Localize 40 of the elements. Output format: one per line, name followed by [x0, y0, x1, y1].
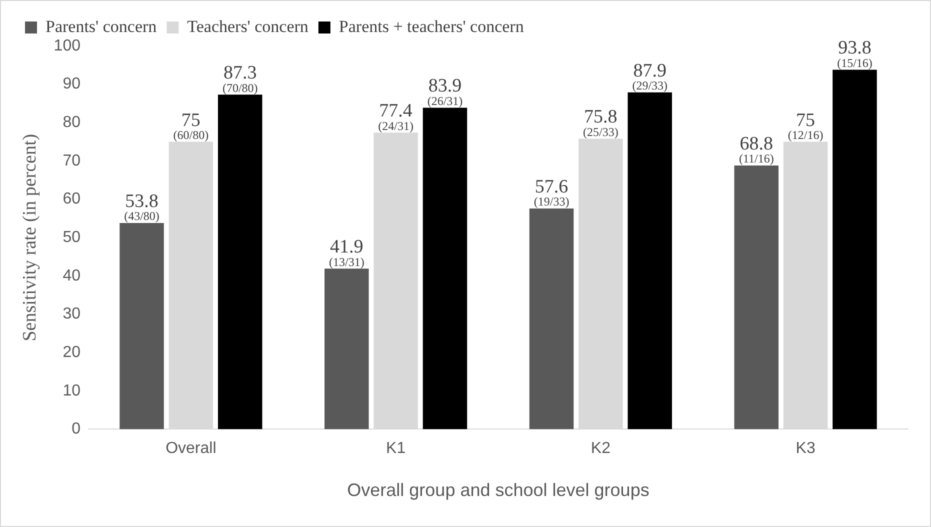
legend-label: Parents' concern	[46, 16, 158, 36]
y-tick-label: 10	[62, 382, 81, 400]
x-tick-label: K3	[796, 440, 816, 458]
legend-label: Teachers' concern	[187, 16, 309, 36]
data-label: 68.8 (11/16)	[738, 134, 774, 166]
bar	[324, 268, 369, 430]
x-axis-title: Overall group and school level groups	[347, 480, 650, 500]
data-label: 75.8 (25/33)	[583, 106, 618, 139]
bar	[628, 92, 672, 430]
y-tick-label: 100	[54, 37, 81, 54]
data-label: 93.8 (15/16)	[837, 38, 872, 70]
x-tick-label: K2	[590, 440, 611, 458]
y-tick-label: 20	[62, 344, 81, 361]
y-tick-label: 40	[62, 267, 81, 284]
data-label: 77.4 (24/31)	[378, 100, 414, 133]
y-axis-title: Sensitivity rate (in percent)	[19, 134, 40, 342]
bar	[120, 223, 164, 430]
data-label: 57.6 (19/33)	[534, 176, 570, 209]
data-label: 75 (12/16)	[788, 110, 824, 142]
bar	[218, 94, 262, 430]
y-tick-label: 80	[62, 114, 81, 132]
data-label: 75 (60/80)	[173, 110, 209, 142]
y-tick-label: 50	[62, 229, 81, 246]
bar	[734, 166, 779, 430]
data-label: 87.9 (29/33)	[632, 60, 668, 93]
bar	[832, 70, 877, 430]
x-tick-label: Overall	[166, 440, 216, 458]
bar	[529, 208, 574, 430]
y-tick-label: 0	[72, 420, 81, 438]
y-tick-label: 60	[62, 190, 81, 208]
data-label: 41.9 (13/31)	[328, 236, 364, 269]
data-label: 53.8 (43/80)	[124, 191, 160, 224]
x-tick-label: K1	[386, 440, 406, 458]
bar	[422, 108, 468, 430]
y-tick-label: 70	[62, 152, 81, 170]
data-label: 87.3 (70/80)	[222, 62, 258, 95]
data-label: 83.9 (26/31)	[427, 76, 463, 108]
legend-label: Parents + teachers' concern	[338, 16, 524, 36]
y-tick-label: 90	[62, 76, 81, 93]
y-tick-label: 30	[62, 306, 81, 323]
